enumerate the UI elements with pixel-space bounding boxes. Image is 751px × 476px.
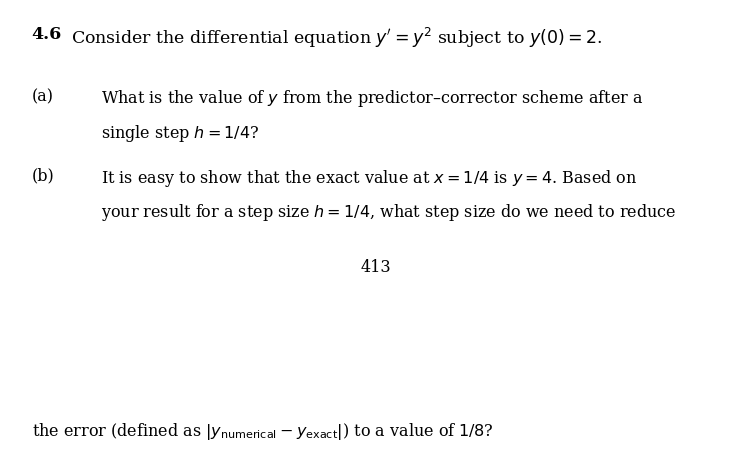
Text: Consider the differential equation $y' = y^2$ subject to $y(0) = 2$.: Consider the differential equation $y' =… [71, 26, 602, 50]
Text: single step $h = 1/4$?: single step $h = 1/4$? [101, 123, 260, 144]
Text: 413: 413 [360, 259, 391, 277]
Text: (a): (a) [32, 88, 53, 105]
Text: It is easy to show that the exact value at $x = 1/4$ is $y = 4$. Based on: It is easy to show that the exact value … [101, 168, 638, 188]
Text: 4.6: 4.6 [32, 26, 62, 43]
Text: the error (defined as $|y_\mathrm{numerical} - y_\mathrm{exact}|$) to a value of: the error (defined as $|y_\mathrm{numeri… [32, 421, 493, 442]
Text: (b): (b) [32, 168, 54, 185]
Text: your result for a step size $h = 1/4$, what step size do we need to reduce: your result for a step size $h = 1/4$, w… [101, 202, 677, 223]
Text: What is the value of $y$ from the predictor–corrector scheme after a: What is the value of $y$ from the predic… [101, 88, 644, 109]
